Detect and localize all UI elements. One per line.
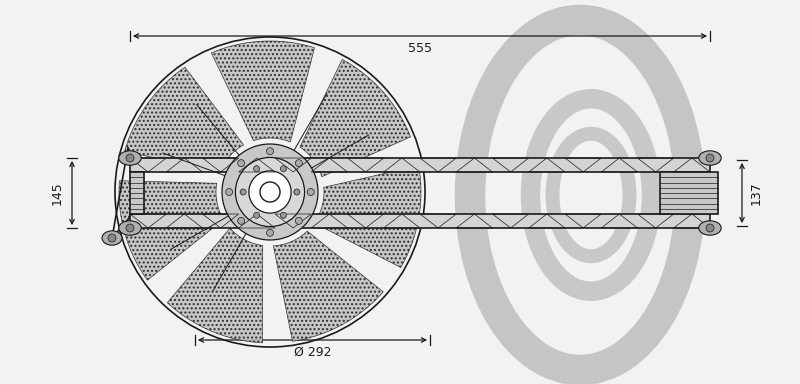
Circle shape — [307, 189, 314, 195]
Circle shape — [126, 154, 134, 162]
Circle shape — [222, 144, 318, 240]
Ellipse shape — [118, 151, 141, 165]
Text: Ø 292: Ø 292 — [294, 346, 331, 359]
Circle shape — [254, 166, 259, 172]
Polygon shape — [130, 158, 710, 172]
Ellipse shape — [699, 221, 722, 235]
Text: 145: 145 — [51, 181, 64, 205]
Circle shape — [294, 189, 300, 195]
Ellipse shape — [118, 221, 141, 235]
Polygon shape — [119, 181, 223, 280]
Circle shape — [240, 189, 246, 195]
Polygon shape — [211, 41, 314, 142]
Polygon shape — [130, 172, 144, 214]
Polygon shape — [167, 228, 262, 343]
Circle shape — [281, 212, 286, 218]
Polygon shape — [300, 60, 410, 177]
Circle shape — [266, 229, 274, 236]
Circle shape — [235, 157, 305, 227]
Circle shape — [295, 217, 302, 224]
Text: 555: 555 — [408, 42, 432, 55]
Circle shape — [238, 217, 245, 224]
Circle shape — [281, 166, 286, 172]
Circle shape — [226, 189, 233, 195]
Circle shape — [108, 234, 116, 242]
Circle shape — [254, 212, 259, 218]
Circle shape — [295, 160, 302, 167]
Circle shape — [706, 224, 714, 232]
Polygon shape — [125, 67, 243, 173]
Text: 137: 137 — [750, 181, 763, 205]
Polygon shape — [314, 166, 421, 268]
Circle shape — [238, 160, 245, 167]
Circle shape — [266, 148, 274, 155]
Circle shape — [260, 182, 280, 202]
Polygon shape — [660, 172, 718, 214]
Polygon shape — [130, 214, 710, 228]
Circle shape — [706, 154, 714, 162]
Ellipse shape — [699, 151, 722, 165]
Ellipse shape — [102, 231, 122, 245]
Circle shape — [249, 171, 291, 213]
Circle shape — [126, 224, 134, 232]
Polygon shape — [274, 231, 383, 341]
